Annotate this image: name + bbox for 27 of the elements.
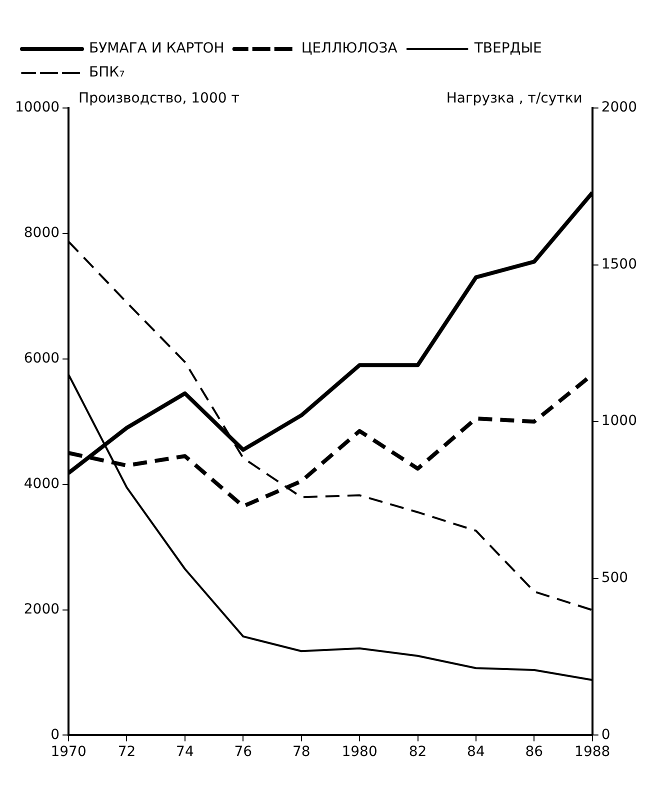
x-tick-label: 1970 [50, 744, 86, 760]
y-axis-title: Производство, 1000 т [78, 90, 240, 107]
y2-tick-label: 1500 [601, 256, 638, 272]
y2-tick-label: 500 [601, 570, 628, 586]
y2-tick-label: 2000 [601, 100, 638, 116]
y-tick-label: 2000 [24, 601, 60, 618]
legend-label: БУМАГА И КАРТОН [89, 40, 224, 57]
x-tick-label: 82 [408, 744, 427, 760]
y2-axis-title: Нагрузка , т/сутки [446, 90, 582, 107]
legend-label: ЦЕЛЛЮЛОЗА [301, 40, 398, 57]
y-tick-label: 10000 [14, 100, 60, 116]
x-tick-label: 84 [467, 744, 485, 760]
y-tick-label: 6000 [24, 350, 60, 367]
x-tick-label: 86 [525, 744, 544, 760]
x-tick-label: 76 [234, 744, 252, 760]
x-tick-label: 74 [176, 744, 194, 760]
legend-label: ТВЕРДЫЕ [473, 40, 542, 57]
x-tick-label: 1988 [574, 744, 610, 760]
legend-label: БПК₇ [89, 64, 125, 81]
x-tick-label: 78 [292, 744, 310, 760]
y-tick-label: 0 [50, 726, 60, 743]
x-tick-label: 72 [118, 744, 136, 760]
y-tick-label: 8000 [24, 225, 60, 242]
y-tick-label: 4000 [24, 476, 60, 492]
y2-tick-label: 1000 [601, 413, 638, 430]
y2-tick-label: 0 [601, 726, 610, 743]
x-tick-label: 1980 [342, 744, 378, 760]
